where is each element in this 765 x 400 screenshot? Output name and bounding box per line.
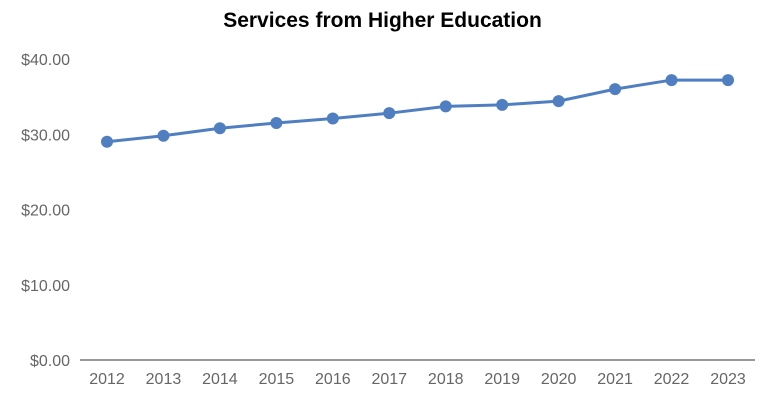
data-point [665,74,678,87]
data-point [496,98,509,111]
x-tick-label: 2012 [89,371,125,388]
x-tick-label: 2016 [315,371,351,388]
data-point [270,116,283,129]
y-tick-label: $30.00 [21,127,70,144]
x-tick-label: 2017 [371,371,407,388]
x-tick-label: 2021 [597,371,633,388]
x-tick-label: 2013 [146,371,182,388]
data-point [552,95,565,108]
x-tick-label: 2015 [259,371,295,388]
y-tick-label: $20.00 [21,203,70,220]
data-point [609,83,622,96]
x-tick-label: 2023 [710,371,746,388]
x-tick-label: 2018 [428,371,464,388]
data-point [213,122,226,135]
data-point [101,135,113,148]
data-point [439,100,452,113]
x-tick-label: 2020 [541,371,577,388]
y-tick-label: $40.00 [21,52,70,69]
chart-title: Services from Higher Education [223,9,542,32]
data-point [326,112,339,125]
data-point [722,74,734,87]
series-line [105,78,730,144]
y-tick-label: $0.00 [30,353,70,370]
y-tick-label: $10.00 [21,278,70,295]
x-tick-label: 2019 [484,371,520,388]
x-tick-label: 2022 [654,371,690,388]
x-tick-label: 2014 [202,371,238,388]
data-point [157,129,170,142]
data-point [383,107,396,120]
